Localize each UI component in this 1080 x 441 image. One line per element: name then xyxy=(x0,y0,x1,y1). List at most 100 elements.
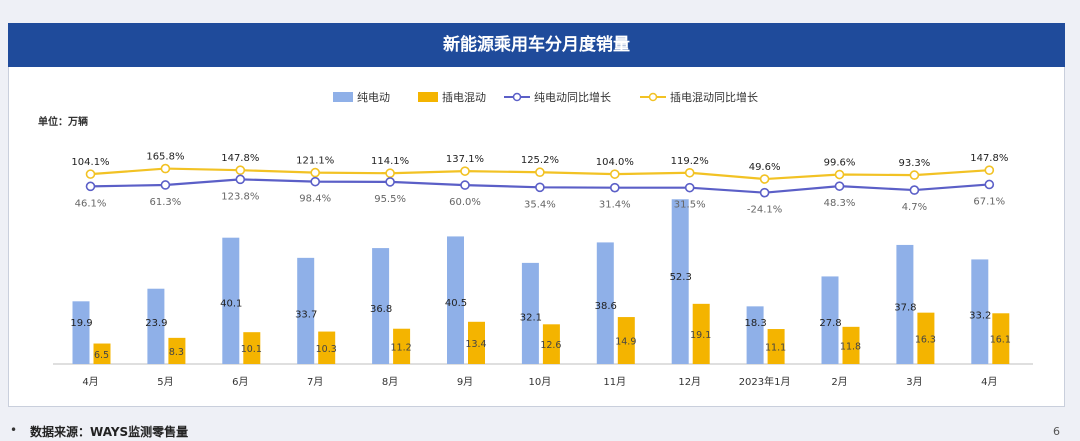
legend-label-ev-yoy: 纯电动同比增长 xyxy=(534,90,611,104)
point-phev-yoy xyxy=(310,167,321,178)
data-label-ev-yoy: 67.1% xyxy=(973,196,1005,207)
data-label-ev-yoy: 98.4% xyxy=(299,194,331,205)
legend-marker-ev-yoy xyxy=(512,92,522,102)
data-label-ev: 40.5 xyxy=(445,298,467,309)
data-label-phev: 11.2 xyxy=(391,342,412,353)
legend-label-phev: 插电混动 xyxy=(442,90,486,104)
data-label-ev: 18.3 xyxy=(744,318,766,329)
bar-ev xyxy=(297,257,315,364)
bar-phev xyxy=(992,313,1010,364)
bar-ev xyxy=(971,259,989,364)
data-label-ev-yoy: 4.7% xyxy=(902,202,927,213)
point-ev-yoy xyxy=(609,182,620,193)
data-label-phev-yoy: 49.6% xyxy=(749,162,781,173)
bar-phev xyxy=(692,303,710,364)
data-label-ev-yoy: 61.3% xyxy=(150,197,182,208)
bar-ev xyxy=(671,199,689,364)
x-tick-label: 12月 xyxy=(678,376,701,388)
bar-ev xyxy=(521,262,539,364)
point-ev-yoy xyxy=(909,185,920,195)
data-label-ev: 38.6 xyxy=(595,301,617,312)
legend-swatch-ev xyxy=(333,92,353,102)
x-tick-label: 2月 xyxy=(831,376,847,388)
data-label-phev-yoy: 104.0% xyxy=(596,157,634,168)
data-label-ev: 52.3 xyxy=(670,272,692,283)
chart-title: 新能源乘用车分月度销量 xyxy=(443,35,630,55)
data-label-phev-yoy: 147.8% xyxy=(221,153,259,164)
data-label-ev-yoy: 31.4% xyxy=(599,200,631,211)
bar-phev xyxy=(842,326,860,364)
point-ev-yoy xyxy=(460,180,470,190)
point-ev-yoy xyxy=(385,177,395,187)
data-label-ev-yoy: 48.3% xyxy=(824,198,856,209)
bar-phev xyxy=(542,324,560,364)
point-phev-yoy xyxy=(85,169,96,179)
data-label-ev: 36.8 xyxy=(370,304,392,315)
data-label-ev-yoy: 95.5% xyxy=(374,194,406,205)
bar-ev xyxy=(372,248,390,364)
bar-ev xyxy=(147,288,165,364)
point-ev-yoy xyxy=(535,182,545,193)
x-tick-label: 7月 xyxy=(307,376,323,388)
data-label-ev: 33.7 xyxy=(295,310,317,321)
point-ev-yoy xyxy=(759,187,770,198)
data-label-phev: 10.3 xyxy=(316,344,337,355)
data-label-phev-yoy: 114.1% xyxy=(371,156,409,167)
data-label-phev: 16.1 xyxy=(990,335,1011,346)
legend-marker-phev-yoy xyxy=(648,92,658,102)
data-label-ev: 33.2 xyxy=(969,310,991,321)
x-tick-label: 9月 xyxy=(457,376,473,388)
data-label-ev: 19.9 xyxy=(70,318,92,329)
data-label-phev-yoy: 104.1% xyxy=(71,157,109,168)
data-label-ev: 23.9 xyxy=(145,318,167,329)
data-label-ev: 40.1 xyxy=(220,299,242,310)
data-label-ev-yoy: 46.1% xyxy=(75,198,107,209)
legend-swatch-phev xyxy=(418,92,438,102)
data-label-phev-yoy: 121.1% xyxy=(296,156,334,167)
data-label-phev: 10.1 xyxy=(241,344,262,355)
x-tick-label: 4月 xyxy=(82,376,98,388)
data-source-note: 数据来源：WAYS监测零售量 xyxy=(30,425,189,439)
x-tick-label: 2023年1月 xyxy=(739,375,791,388)
data-label-phev-yoy: 119.2% xyxy=(671,156,709,167)
point-phev-yoy xyxy=(609,169,620,179)
bar-phev xyxy=(318,331,336,364)
data-label-ev-yoy: 31.5% xyxy=(674,200,706,211)
data-label-phev: 6.5 xyxy=(94,350,109,361)
bar-phev xyxy=(168,337,186,364)
data-label-phev: 11.8 xyxy=(840,341,861,352)
data-label-phev: 16.3 xyxy=(915,334,936,345)
data-label-ev-yoy: 35.4% xyxy=(524,199,556,210)
x-tick-label: 3月 xyxy=(906,376,922,388)
data-label-phev-yoy: 137.1% xyxy=(446,154,484,165)
point-phev-yoy xyxy=(160,163,171,174)
data-label-phev-yoy: 165.8% xyxy=(146,152,184,163)
point-phev-yoy xyxy=(460,166,470,176)
bar-ev xyxy=(447,236,464,364)
legend-label-ev: 纯电动 xyxy=(357,91,390,104)
point-phev-yoy xyxy=(235,165,246,175)
data-label-phev: 14.9 xyxy=(615,337,636,348)
point-phev-yoy xyxy=(535,167,545,178)
point-phev-yoy xyxy=(834,169,845,180)
data-label-phev: 19.1 xyxy=(690,330,711,341)
bar-ev xyxy=(72,301,90,364)
data-label-phev-yoy: 125.2% xyxy=(521,155,559,166)
data-label-phev-yoy: 99.6% xyxy=(824,158,856,169)
data-label-ev-yoy: 60.0% xyxy=(449,197,481,208)
data-label-ev: 27.8 xyxy=(819,318,841,329)
point-ev-yoy xyxy=(984,179,995,190)
bar-phev xyxy=(93,343,111,364)
point-phev-yoy xyxy=(984,165,995,175)
point-phev-yoy xyxy=(385,168,395,179)
point-phev-yoy xyxy=(684,167,695,178)
point-ev-yoy xyxy=(684,182,695,193)
bar-phev xyxy=(393,328,411,364)
x-tick-label: 5月 xyxy=(157,376,173,388)
bar-phev xyxy=(767,329,785,364)
point-ev-yoy xyxy=(85,181,96,192)
x-tick-label: 6月 xyxy=(232,376,248,388)
data-label-phev: 12.6 xyxy=(540,340,561,351)
footer-bullet: • xyxy=(10,423,18,437)
x-tick-label: 10月 xyxy=(529,376,552,388)
